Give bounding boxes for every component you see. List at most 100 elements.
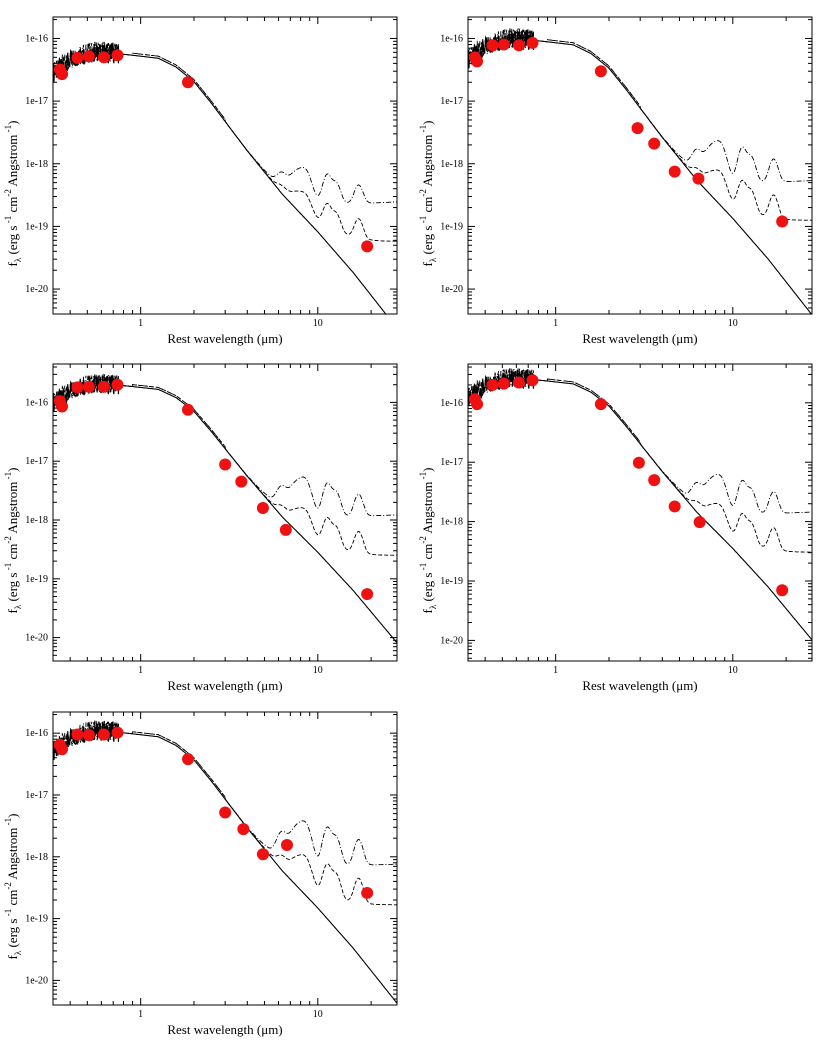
y-tick-label: 1e-18 — [440, 517, 463, 528]
y-tick-label: 1e-20 — [25, 975, 48, 986]
data-point — [497, 38, 510, 51]
data-point — [279, 523, 292, 536]
y-tick-label: 1e-19 — [25, 221, 48, 232]
y-axis-label: fλ (erg s -1 cm-2 Angstrom -1) — [418, 120, 438, 266]
model-curve-dashdot — [53, 41, 397, 204]
y-tick-label: 1e-17 — [440, 457, 463, 468]
y-tick-label: 1e-18 — [25, 852, 48, 863]
data-point — [280, 839, 293, 852]
data-point — [471, 55, 484, 68]
data-point — [512, 39, 525, 52]
data-point — [181, 403, 194, 416]
model-curves — [468, 28, 812, 314]
data-point — [776, 584, 789, 597]
data-point — [82, 380, 95, 393]
x-tick-label: 1 — [138, 665, 143, 676]
data-point — [361, 886, 374, 899]
model-curve-dash — [468, 368, 812, 553]
data-point — [471, 398, 484, 411]
model-curve-solid — [53, 375, 397, 644]
y-tick-label: 1e-17 — [25, 456, 48, 467]
data-point — [82, 50, 95, 63]
x-axis-label: Rest wavelength (μm) — [167, 331, 282, 346]
x-tick-label: 10 — [728, 665, 738, 676]
y-tick-label: 1e-20 — [440, 284, 463, 295]
sed-panel-top-left: 1 10 1e-16 1e-17 1e-18 1e-19 1e-20 Rest wavelen… — [3, 16, 398, 346]
data-point — [486, 378, 499, 391]
y-tick-label: 1e-18 — [25, 159, 48, 170]
data-point — [361, 588, 374, 601]
data-point — [237, 823, 250, 836]
data-point — [526, 374, 539, 387]
y-axis-label: fλ (erg s -1 cm-2 Angstrom -1) — [3, 813, 23, 959]
data-point — [71, 381, 84, 394]
data-point — [219, 806, 232, 819]
data-point — [56, 400, 69, 413]
y-tick-label: 1e-19 — [25, 914, 48, 925]
data-point — [668, 165, 681, 178]
data-point — [486, 39, 499, 52]
y-tick-label: 1e-20 — [25, 284, 48, 295]
data-point — [512, 376, 525, 389]
data-point — [97, 380, 110, 393]
model-curves — [53, 720, 397, 1004]
plot-frame — [467, 363, 813, 662]
plot-frame — [52, 363, 398, 662]
y-tick-label: 1e-20 — [25, 633, 48, 644]
data-point — [71, 728, 84, 741]
data-point — [111, 49, 124, 62]
model-curve-dash — [53, 720, 397, 906]
x-axis-label: Rest wavelength (μm) — [167, 678, 282, 693]
x-axis-label: Rest wavelength (μm) — [167, 1022, 282, 1037]
y-tick-label: 1e-16 — [440, 398, 463, 409]
data-point — [631, 122, 644, 135]
data-point — [692, 172, 705, 185]
data-point — [526, 36, 539, 49]
x-tick-label: 1 — [553, 318, 558, 329]
model-curve-dashdot — [468, 28, 812, 182]
x-tick-label: 10 — [313, 665, 323, 676]
data-point — [632, 456, 645, 469]
data-point — [82, 729, 95, 742]
y-axis-label: fλ (erg s -1 cm-2 Angstrom -1) — [418, 467, 438, 613]
data-point — [256, 502, 269, 515]
y-axis-label: fλ (erg s -1 cm-2 Angstrom -1) — [3, 467, 23, 613]
data-point — [56, 68, 69, 81]
model-curves — [468, 368, 812, 641]
model-curves — [53, 41, 397, 314]
x-tick-label: 10 — [313, 318, 323, 329]
sed-panel-middle-left: 1 10 1e-16 1e-17 1e-18 1e-19 1e-20 Rest wavelen… — [3, 363, 398, 693]
data-point — [181, 76, 194, 89]
model-curve-dash — [53, 41, 397, 242]
data-point — [594, 65, 607, 78]
data-point — [594, 398, 607, 411]
y-tick-label: 1e-17 — [25, 96, 48, 107]
y-tick-label: 1e-18 — [440, 159, 463, 170]
data-point — [111, 726, 124, 739]
y-tick-label: 1e-16 — [440, 33, 463, 44]
model-curve-dashdot — [468, 368, 812, 514]
y-tick-label: 1e-18 — [25, 515, 48, 526]
data-point — [111, 378, 124, 391]
model-curve-solid — [468, 29, 812, 314]
y-tick-label: 1e-16 — [25, 397, 48, 408]
data-point — [693, 516, 706, 529]
data-point — [181, 753, 194, 766]
y-tick-label: 1e-19 — [440, 221, 463, 232]
sed-panel-top-right: 1 10 1e-16 1e-17 1e-18 1e-19 1e-20 Rest wavelen… — [418, 16, 813, 346]
data-point — [648, 137, 661, 150]
data-point — [668, 500, 681, 513]
y-tick-label: 1e-19 — [25, 574, 48, 585]
x-tick-label: 1 — [138, 1009, 143, 1020]
model-curve-dash — [468, 28, 812, 221]
y-tick-label: 1e-16 — [25, 33, 48, 44]
model-curve-dashdot — [53, 373, 397, 517]
data-point — [361, 240, 374, 253]
sed-panel-bottom-left: 1 10 1e-16 1e-17 1e-18 1e-19 1e-20 Rest wavelen… — [3, 711, 398, 1037]
x-tick-label: 1 — [553, 665, 558, 676]
data-point — [648, 474, 661, 487]
data-point — [235, 475, 248, 488]
data-point — [71, 51, 84, 64]
x-tick-label: 10 — [728, 318, 738, 329]
y-tick-label: 1e-20 — [440, 635, 463, 646]
